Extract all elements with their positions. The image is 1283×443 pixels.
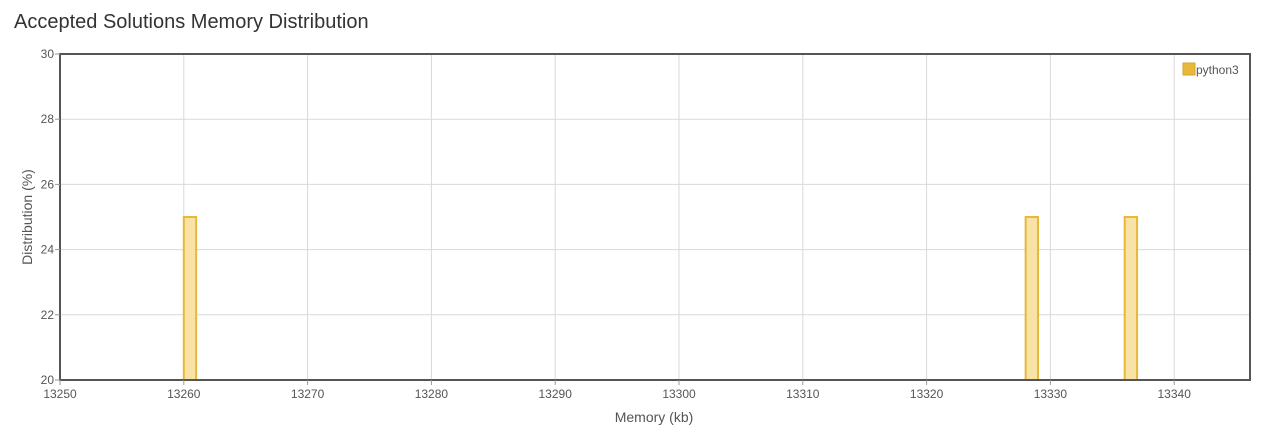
bar-python3-13328.5[interactable] <box>1024 216 1040 381</box>
legend[interactable]: python3 <box>1182 62 1239 77</box>
y-tick-label: 20 <box>41 373 55 387</box>
x-tick-label: 13320 <box>910 387 944 401</box>
bar-python3-13260.5[interactable] <box>182 216 198 381</box>
y-axis-label: Distribution (%) <box>19 169 35 265</box>
x-tick-label: 13330 <box>1034 387 1068 401</box>
ticks-layer: 13250 13260 13270 13280 13290 13300 13310 13320… <box>41 47 1192 401</box>
bar-python3-13336.5[interactable] <box>1123 216 1139 381</box>
x-tick-label: 13310 <box>786 387 820 401</box>
y-tick-label: 24 <box>41 243 55 257</box>
y-tick-label: 30 <box>41 47 55 61</box>
x-tick-label: 13340 <box>1158 387 1192 401</box>
x-tick-label: 13260 <box>167 387 201 401</box>
y-tick-label: 28 <box>41 112 55 126</box>
bars-layer <box>182 216 1139 381</box>
x-tick-label: 13280 <box>415 387 449 401</box>
plot-frame <box>59 53 1251 381</box>
y-tick-label: 26 <box>41 177 55 191</box>
x-tick-label: 13270 <box>291 387 325 401</box>
x-tick-label: 13290 <box>539 387 573 401</box>
legend-swatch-python3 <box>1182 62 1196 76</box>
y-tick-label: 22 <box>41 308 55 322</box>
grid-layer <box>60 54 1250 380</box>
x-tick-label: 13300 <box>662 387 696 401</box>
x-axis-label: Memory (kb) <box>615 409 694 425</box>
legend-label-python3: python3 <box>1196 63 1239 77</box>
chart-title: Accepted Solutions Memory Distribution <box>14 11 369 33</box>
x-tick-label: 13250 <box>43 387 77 401</box>
